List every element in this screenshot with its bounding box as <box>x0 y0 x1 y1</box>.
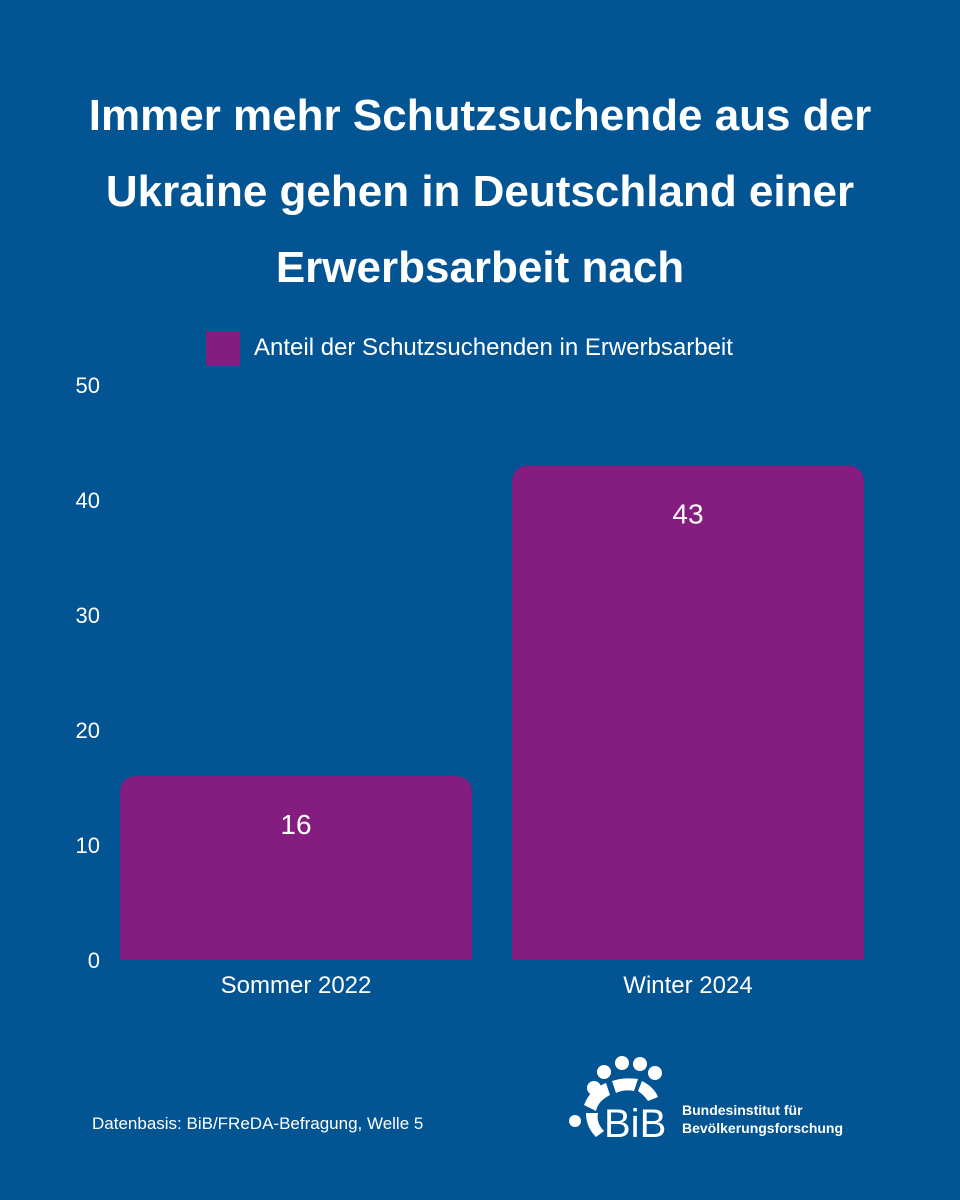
chart-legend: Anteil der Schutzsuchenden in Erwerbsarb… <box>206 331 733 365</box>
y-tick-label: 20 <box>76 718 100 743</box>
legend-swatch <box>206 331 240 365</box>
bar-value-label: 43 <box>672 499 703 530</box>
logo-text: Bundesinstitut für Bevölkerungsforschung <box>682 1101 843 1137</box>
legend-label: Anteil der Schutzsuchenden in Erwerbsarb… <box>254 334 733 361</box>
title-line-3: Erwerbsarbeit nach <box>275 243 685 292</box>
data-source-note: Datenbasis: BiB/FReDA-Befragung, Welle 5 <box>92 1114 424 1133</box>
y-tick-label: 30 <box>76 603 100 628</box>
bar-chart: 0 10 20 30 40 50 16 Sommer 2022 43 Winter 2024 <box>76 373 864 999</box>
x-category-label: Winter 2024 <box>623 972 752 999</box>
bib-logo-icon: BiB <box>569 1056 666 1146</box>
logo-line-1: Bundesinstitut für <box>682 1102 803 1118</box>
chart-title: Immer mehr Schutzsuchende aus der Ukrain… <box>40 78 920 306</box>
y-tick-label: 10 <box>76 833 100 858</box>
bar-value-label: 16 <box>280 809 311 840</box>
bar <box>120 776 472 960</box>
y-tick-label: 50 <box>76 373 100 398</box>
logo-line-2: Bevölkerungsforschung <box>682 1120 844 1136</box>
x-category-label: Sommer 2022 <box>221 972 372 999</box>
bib-logo: BiB Bundesinstitut für Bevölkerungsforsc… <box>568 1055 868 1146</box>
title-line-1: Immer mehr Schutzsuchende aus der <box>88 91 872 140</box>
title-line-2: Ukraine gehen in Deutschland einer <box>105 167 855 216</box>
bar <box>512 465 864 960</box>
logo-wordmark: BiB <box>604 1102 666 1145</box>
y-tick-label: 40 <box>76 488 100 513</box>
y-tick-label: 0 <box>88 948 100 973</box>
